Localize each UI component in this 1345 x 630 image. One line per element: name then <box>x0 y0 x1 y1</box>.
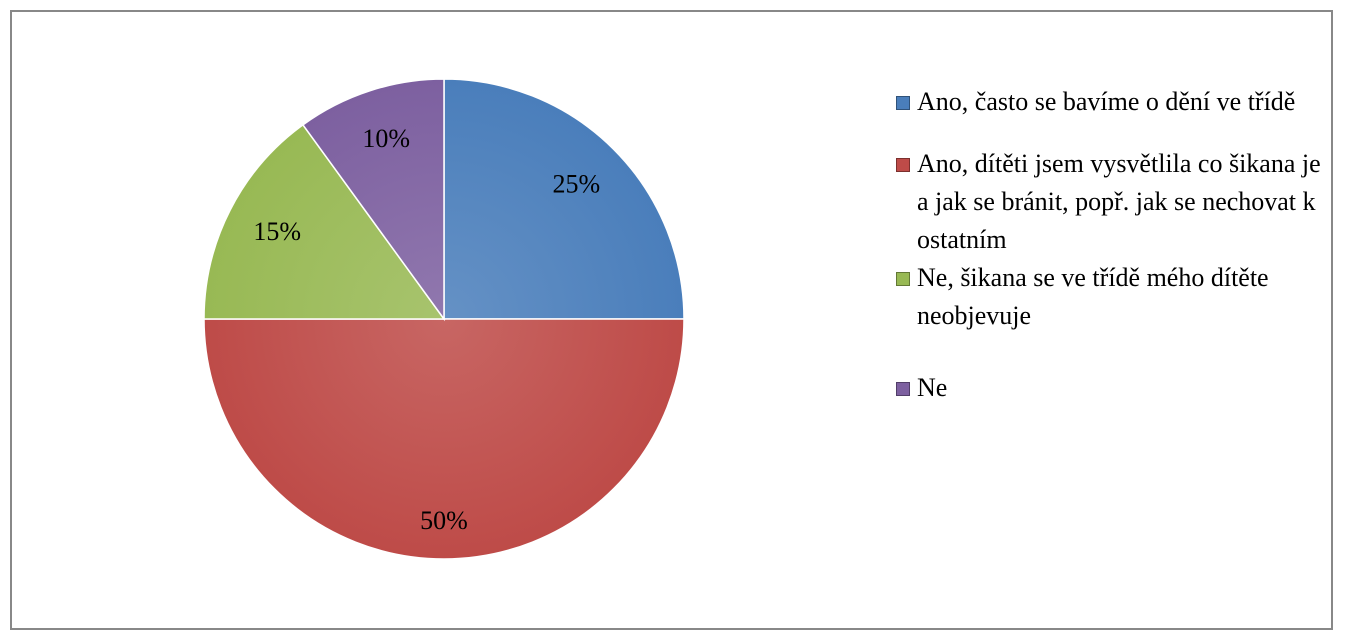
data-label: 25% <box>553 170 601 199</box>
data-label: 15% <box>253 217 301 246</box>
legend-label: Ano, dítěti jsem vysvětlila co šikana je… <box>917 149 1321 254</box>
legend-swatch <box>896 158 910 172</box>
legend-swatch <box>896 96 910 110</box>
legend-label: Ne <box>917 373 948 402</box>
legend-label: Ano, často se bavíme o dění ve třídě <box>917 87 1296 116</box>
pie-slice <box>301 78 445 322</box>
pie-chart: 25% 50% 15% 10% <box>203 78 685 560</box>
data-label: 50% <box>420 506 468 535</box>
pie-slice <box>443 78 685 320</box>
legend-entry: Ne, šikana se ve třídě mého dítěte neobj… <box>896 259 1326 335</box>
legend-swatch <box>896 382 910 396</box>
legend-entry: Ano, dítěti jsem vysvětlila co šikana je… <box>896 145 1326 259</box>
pie-slice <box>203 123 446 320</box>
legend-label: Ne, šikana se ve třídě mého dítěte neobj… <box>917 263 1269 330</box>
data-label: 10% <box>362 124 410 153</box>
page: 25% 50% 15% 10% Ano, často se bavíme o dění… <box>10 10 1333 630</box>
legend-entry: Ne <box>896 369 1326 407</box>
legend: Ano, často se bavíme o dění ve třídě Ano,… <box>896 83 1326 407</box>
pie-slice <box>203 318 685 560</box>
legend-entry: Ano, často se bavíme o dění ve třídě <box>896 83 1326 121</box>
legend-swatch <box>896 272 910 286</box>
